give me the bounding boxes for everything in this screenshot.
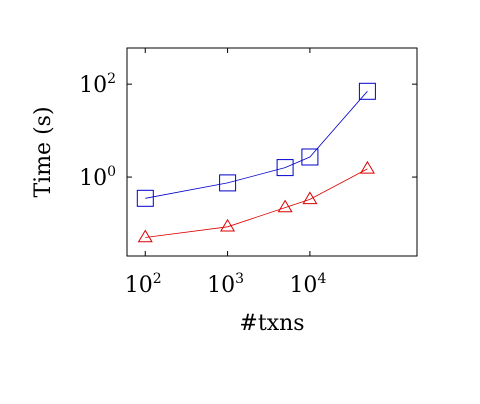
data-point-square xyxy=(358,82,376,100)
data-point-triangle xyxy=(302,191,318,205)
data-point-triangle xyxy=(359,160,375,174)
data-point-square xyxy=(301,148,319,166)
plot-frame xyxy=(126,47,418,257)
series-line xyxy=(145,91,368,199)
data-point-square xyxy=(136,189,154,207)
x-tick-label: 103 xyxy=(207,271,244,298)
data-point-triangle xyxy=(277,199,293,213)
data-point-square xyxy=(276,159,294,177)
x-tick-label: 104 xyxy=(289,271,326,298)
series-line xyxy=(145,168,368,238)
y-axis-ticks: 100 102 xyxy=(79,71,417,191)
data-point-square xyxy=(219,174,237,192)
x-axis-ticks: 102 103 104 xyxy=(125,48,326,298)
series-layer xyxy=(136,82,376,243)
y-axis-label: Time (s) xyxy=(31,106,56,197)
y-tick-label: 102 xyxy=(79,71,116,98)
x-axis-label: #txns xyxy=(239,311,304,336)
data-point-triangle xyxy=(137,229,153,243)
x-tick-label: 102 xyxy=(125,271,162,298)
y-tick-label: 100 xyxy=(79,164,116,191)
data-point-triangle xyxy=(220,218,236,232)
